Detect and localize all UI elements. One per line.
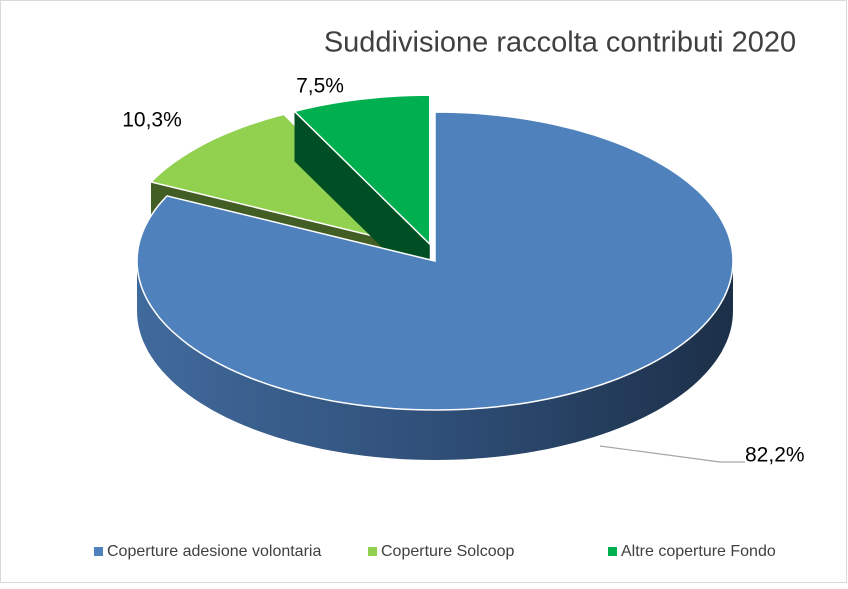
slice bbox=[293, 94, 431, 295]
slice bbox=[136, 111, 734, 460]
data-label: 82,2% bbox=[745, 444, 805, 467]
legend-label: Altre coperture Fondo bbox=[621, 543, 776, 560]
legend-marker bbox=[608, 547, 617, 556]
legend-marker bbox=[94, 547, 103, 556]
legend-label: Coperture Solcoop bbox=[381, 543, 515, 560]
chart-title: Suddivisione raccolta contributi 2020 bbox=[324, 27, 796, 59]
slice-top bbox=[293, 94, 431, 246]
data-label: 10,3% bbox=[122, 109, 182, 132]
legend-marker bbox=[368, 547, 377, 556]
legend-label: Coperture adesione volontaria bbox=[107, 543, 321, 560]
data-label: 7,5% bbox=[296, 75, 344, 98]
slice-side bbox=[137, 261, 733, 460]
leader-line bbox=[599, 445, 745, 463]
slice-top bbox=[136, 111, 734, 411]
slice-wall bbox=[294, 111, 430, 295]
